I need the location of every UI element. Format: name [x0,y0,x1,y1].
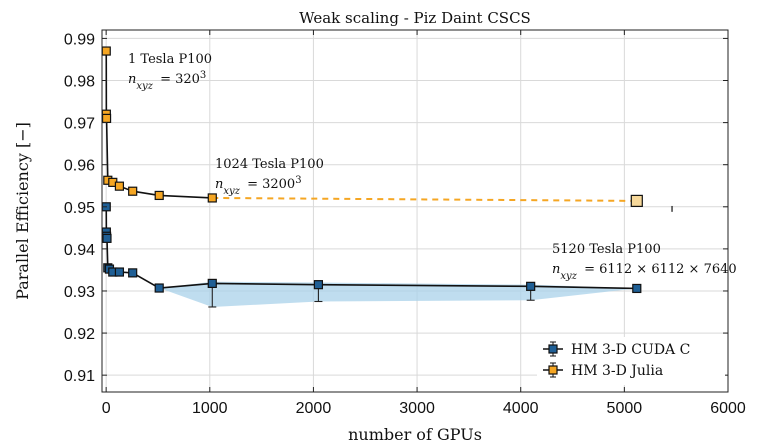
legend-julia: HM 3-D Julia [543,362,663,379]
cuda-confidence-band [159,281,637,307]
annotation-1024-gpus: 1024 Tesla P100 nxyz = 32003 [215,157,324,197]
chart-title: Weak scaling - Piz Daint CSCS [299,9,531,27]
cuda-data-point [207,278,217,288]
x-axis-title: number of GPUs [348,425,482,444]
cuda-data-point [114,267,125,277]
cuda-data-point [102,233,112,243]
y-tick-label: 0.98 [64,74,95,91]
y-tick-label: 0.94 [64,242,95,259]
x-tick-label: 2000 [296,400,332,417]
julia-data-point [102,113,112,123]
x-tick-label: 3000 [399,400,435,417]
y-tick-label: 0.92 [64,326,95,343]
cuda-data-point [128,268,138,278]
y-tick-label: 0.99 [64,31,95,48]
julia-extrapolation-line [212,196,637,202]
x-tick-label: 5000 [607,400,643,417]
annotation-1-gpu-n-symbol: n [128,72,136,87]
annotation-1-gpu-subscript: xyz [136,81,153,92]
annotation-1024-gpus-superscript: 3 [295,175,301,186]
y-axis-title: Parallel Efficiency [−] [13,122,32,300]
x-tick-label: 1000 [192,400,228,417]
annotation-1024-gpus-subscript: xyz [223,186,240,197]
x-tick-label: 0 [102,400,111,417]
annotation-5120-gpus: 5120 Tesla P100 nxyz = 6112 × 6112 × 7640 [552,242,737,282]
x-tick-label: 6000 [710,400,746,417]
annotation-1-gpu-value: = 320 [156,72,200,87]
julia-data-point [207,193,217,203]
legend: HM 3-D CUDA C HM 3-D Julia [537,337,725,385]
julia-data-point [114,181,125,191]
annotation-5120-gpus-n-symbol: n [552,262,560,277]
annotation-1024-gpus-line1: 1024 Tesla P100 [215,157,324,172]
x-tick-label: 4000 [503,400,539,417]
cuda-data-point [526,281,536,291]
y-tick-label: 0.96 [64,158,95,175]
julia-extrapolated-point [630,194,643,207]
grid-layer [102,30,729,392]
cuda-data-point [313,280,324,290]
legend-julia-marker [548,365,558,375]
annotation-1024-gpus-value: = 3200 [243,177,295,192]
legend-julia-label: HM 3-D Julia [571,363,663,379]
y-tick-label: 0.97 [64,116,95,133]
julia-data-point [102,46,111,56]
data-layer [102,46,673,308]
annotation-1-gpu: 1 Tesla P100 nxyz = 3203 [128,52,212,92]
legend-cuda-label: HM 3-D CUDA C [571,342,690,358]
annotation-5120-gpus-line1: 5120 Tesla P100 [552,242,661,257]
y-tick-label: 0.95 [64,200,95,217]
legend-background [537,337,725,385]
cuda-data-point [632,283,642,294]
annotation-1-gpu-superscript: 3 [200,70,206,81]
annotation-5120-gpus-subscript: xyz [560,271,577,282]
cuda-data-point [154,283,164,293]
axis-layer: 0 1000 2000 3000 4000 5000 6000 0.91 0.92 0.93 0.9… [64,29,746,417]
annotation-5120-gpus-value: = 6112 × 6112 × 7640 [580,262,737,277]
annotation-1024-gpus-n-symbol: n [215,177,223,192]
annotation-5120-gpus-line2: nxyz = 6112 × 6112 × 7640 [552,262,737,282]
julia-data-point [154,190,164,201]
julia-data-point [128,186,138,196]
annotation-1-gpu-line2: nxyz = 3203 [128,70,206,92]
legend-cuda: HM 3-D CUDA C [543,341,690,358]
y-tick-label: 0.91 [64,368,95,385]
annotation-1024-gpus-line2: nxyz = 32003 [215,175,302,197]
plot-frame [101,29,729,393]
annotation-1-gpu-line1: 1 Tesla P100 [128,52,212,67]
text-layer: Weak scaling - Piz Daint CSCS number of G… [13,9,737,444]
legend-cuda-marker [548,344,558,354]
y-tick-label: 0.93 [64,284,95,301]
